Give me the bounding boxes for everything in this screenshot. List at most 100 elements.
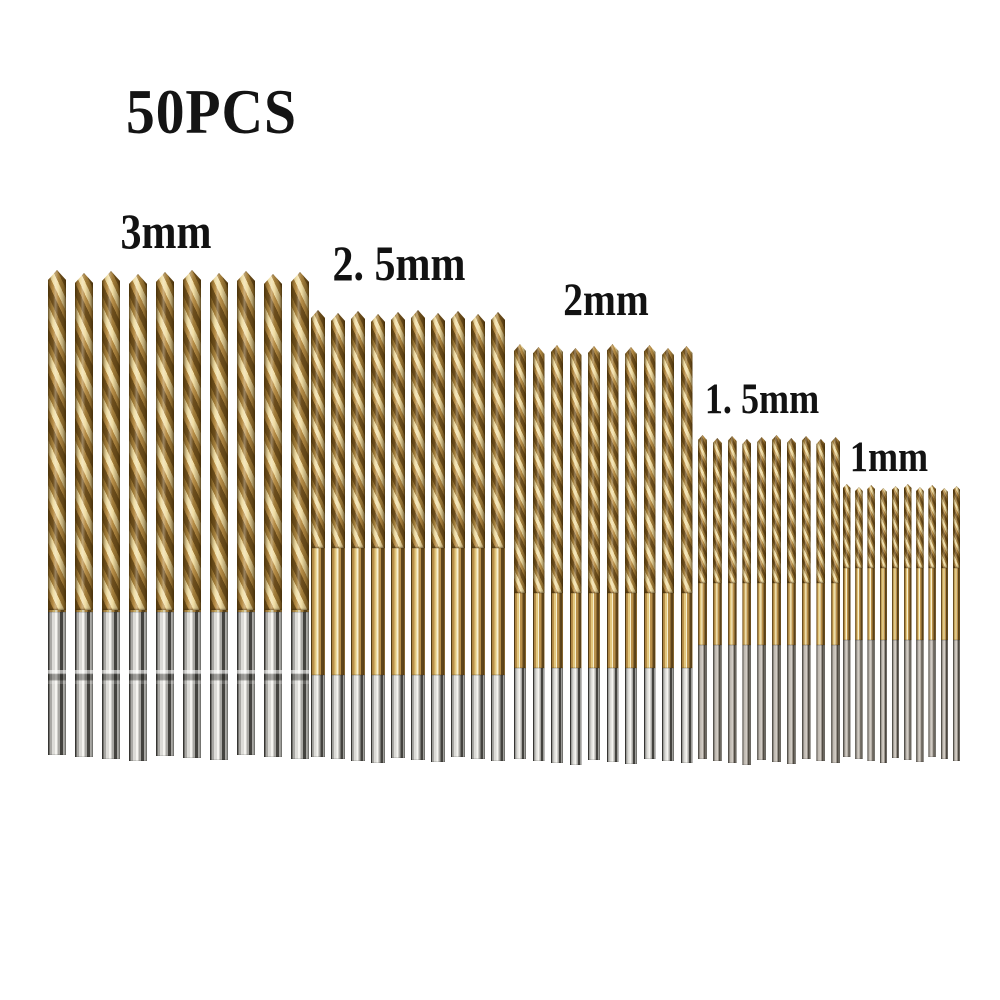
silver-shank-segment (662, 668, 674, 761)
drill-bit-2.5mm-2 (331, 313, 345, 759)
drill-bit-1mm-2 (855, 487, 863, 759)
gold-shank-segment (843, 568, 851, 640)
shank-joint-band (75, 670, 93, 684)
silver-shank-segment (772, 645, 781, 762)
drill-bit-1.5mm-4 (742, 439, 752, 765)
silver-shank-segment (391, 675, 405, 758)
drill-bit-1mm-6 (904, 484, 912, 760)
gold-shank-segment (916, 568, 924, 640)
silver-shank-segment (156, 612, 174, 756)
drill-bit-2mm-7 (625, 347, 637, 764)
flute-segment (264, 274, 282, 610)
silver-shank-segment (606, 668, 619, 762)
drill-bit-2.5mm-8 (451, 311, 465, 757)
gold-shank-segment (391, 548, 405, 675)
gold-shank-segment (569, 593, 582, 668)
size-label-1.5mm: 1. 5mm (704, 376, 820, 423)
flute-segment (916, 487, 924, 568)
flute-segment (532, 347, 545, 593)
drill-bit-1.5mm-10 (831, 437, 841, 763)
silver-shank-segment (129, 612, 147, 761)
shank-joint-band (237, 670, 255, 684)
silver-shank-segment (532, 668, 545, 761)
gold-shank-segment (698, 583, 707, 645)
drill-bit-1.5mm-1 (698, 435, 707, 759)
flute-segment (867, 485, 875, 568)
drill-bit-2.5mm-5 (391, 312, 405, 758)
silver-shank-segment (742, 645, 752, 765)
gold-shank-segment (451, 548, 465, 675)
gold-shank-segment (831, 583, 841, 645)
silver-shank-segment (431, 675, 445, 762)
flute-segment (952, 486, 961, 568)
flute-segment (786, 438, 796, 583)
flute-segment (643, 345, 656, 593)
gold-shank-segment (129, 610, 147, 612)
flute-segment (606, 344, 619, 593)
flute-segment (843, 484, 851, 568)
drill-bit-2.5mm-6 (411, 310, 425, 760)
silver-shank-segment (451, 675, 465, 757)
gold-shank-segment (411, 548, 425, 675)
drill-bit-2mm-10 (680, 346, 693, 763)
silver-shank-segment (680, 668, 693, 763)
gold-shank-segment (816, 583, 826, 645)
flute-segment (237, 271, 255, 610)
silver-shank-segment (940, 640, 949, 759)
drill-bit-1mm-1 (843, 484, 851, 757)
drill-bit-3mm-5 (156, 272, 174, 756)
gold-shank-segment (291, 610, 309, 612)
flute-segment (698, 435, 707, 583)
drill-bit-2.5mm-10 (491, 312, 505, 761)
drill-bit-3mm-6 (183, 270, 201, 758)
silver-shank-segment (551, 668, 563, 763)
flute-segment (391, 312, 405, 548)
drill-bit-2mm-3 (551, 345, 563, 763)
flute-segment (831, 437, 841, 583)
flute-segment (816, 439, 826, 583)
gold-shank-segment (102, 610, 120, 612)
gold-shank-segment (371, 548, 385, 675)
silver-shank-segment (291, 612, 309, 759)
gold-shank-segment (311, 548, 325, 675)
gold-shank-segment (551, 593, 563, 668)
shank-joint-band (210, 670, 228, 684)
gold-shank-segment (855, 568, 863, 640)
flute-segment (855, 487, 863, 568)
silver-shank-segment (371, 675, 385, 763)
silver-shank-segment (569, 668, 582, 765)
gold-shank-segment (156, 610, 174, 612)
flute-segment (129, 274, 147, 610)
shank-joint-band (156, 670, 174, 684)
silver-shank-segment (891, 640, 900, 758)
gold-shank-segment (786, 583, 796, 645)
flute-segment (727, 436, 737, 583)
size-label-2mm: 2mm (563, 274, 649, 326)
drill-bit-1mm-9 (940, 488, 949, 759)
flute-segment (48, 270, 66, 610)
drill-bit-3mm-8 (237, 271, 255, 755)
silver-shank-segment (264, 612, 282, 757)
drill-bit-3mm-4 (129, 274, 147, 761)
flute-segment (551, 345, 563, 593)
drill-bit-1.5mm-7 (786, 438, 796, 764)
gold-shank-segment (801, 583, 811, 645)
drill-bit-2mm-2 (532, 347, 545, 761)
flute-segment (940, 488, 949, 568)
product-count-label: 50PCS (126, 76, 297, 147)
silver-shank-segment (625, 668, 637, 764)
flute-segment (772, 435, 781, 583)
gold-shank-segment (75, 610, 93, 612)
drill-bit-3mm-7 (210, 273, 228, 760)
gold-shank-segment (904, 568, 912, 640)
silver-shank-segment (801, 645, 811, 759)
gold-shank-segment (431, 548, 445, 675)
flute-segment (662, 348, 674, 593)
gold-shank-segment (928, 568, 936, 640)
flute-segment (291, 272, 309, 610)
drill-bit-1.5mm-5 (757, 437, 767, 760)
flute-segment (371, 314, 385, 548)
silver-shank-segment (879, 640, 888, 763)
drill-bit-2mm-6 (606, 344, 619, 762)
